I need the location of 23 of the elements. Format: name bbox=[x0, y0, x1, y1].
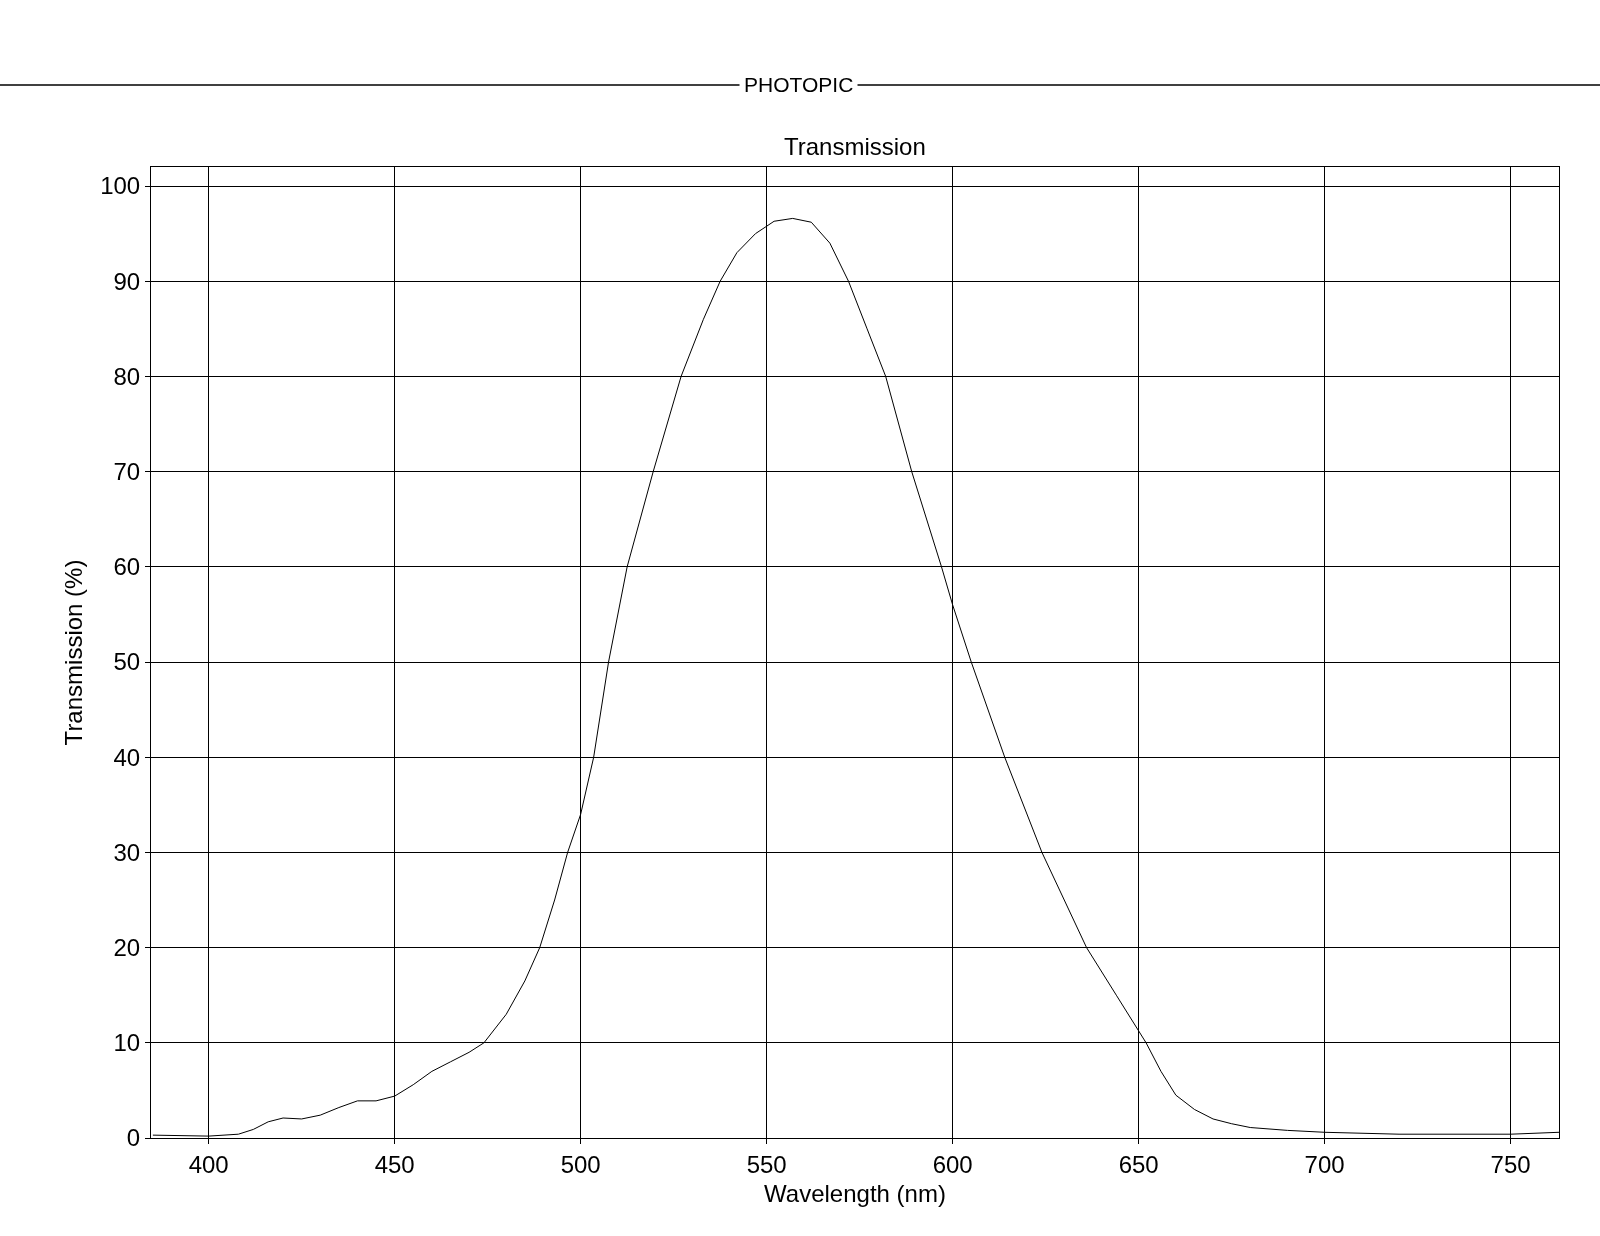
y-axis-title: Transmission (%) bbox=[60, 559, 88, 746]
x-tick-label: 400 bbox=[188, 1150, 229, 1178]
y-tick-label: 80 bbox=[113, 362, 141, 390]
y-tick-label: 0 bbox=[126, 1124, 141, 1152]
x-tick-label: 500 bbox=[560, 1150, 601, 1178]
chart-title: PHOTOPIC bbox=[744, 73, 854, 96]
x-tick-label: 750 bbox=[1490, 1150, 1531, 1178]
x-axis-title: Wavelength (nm) bbox=[764, 1180, 946, 1208]
y-tick-label: 90 bbox=[113, 267, 141, 295]
x-tick-label: 550 bbox=[746, 1150, 787, 1178]
y-tick-label: 30 bbox=[113, 838, 141, 866]
x-tick-label: 600 bbox=[932, 1150, 973, 1178]
y-tick-label: 70 bbox=[113, 458, 141, 486]
y-tick-label: 60 bbox=[113, 553, 141, 581]
chart-subtitle: Transmission bbox=[784, 133, 926, 160]
y-tick-label: 20 bbox=[113, 934, 141, 962]
x-tick-label: 450 bbox=[374, 1150, 415, 1178]
y-tick-label: 50 bbox=[113, 648, 141, 676]
x-tick-label: 700 bbox=[1304, 1150, 1345, 1178]
y-tick-label: 40 bbox=[113, 743, 141, 771]
x-tick-label: 650 bbox=[1118, 1150, 1159, 1178]
y-tick-label: 10 bbox=[113, 1029, 141, 1057]
y-tick-label: 100 bbox=[100, 172, 141, 200]
